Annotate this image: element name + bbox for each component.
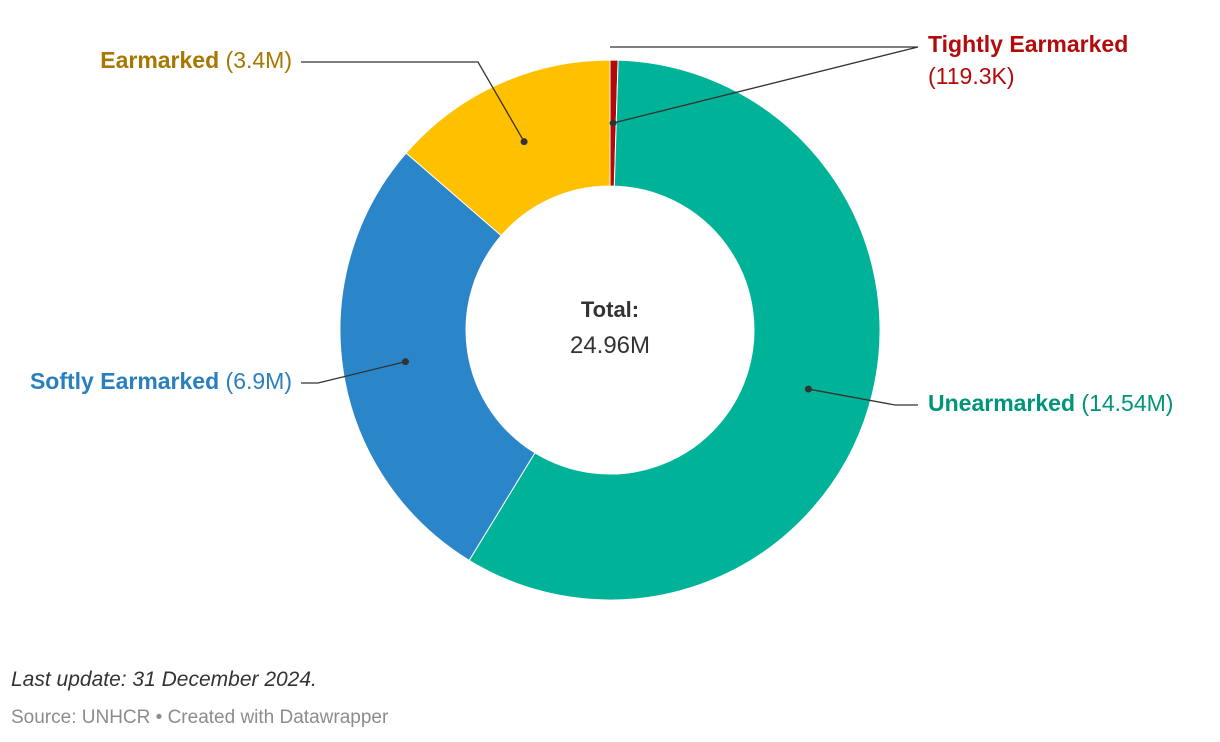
leader-dot [609,119,617,127]
slice-label-value: (6.9M) [219,368,292,394]
leader-dot [401,358,409,366]
center-total-title: Total: [581,297,639,322]
slice-unearmarked [468,59,881,601]
leader-line [301,361,406,384]
slice-label-value: (3.4M) [219,47,292,73]
slice-softly-earmarked [339,152,536,562]
slice-label: Earmarked (3.4M) [100,47,292,73]
label-leaders [301,46,919,406]
slice-label-name: Unearmarked [928,390,1075,416]
slice-label: Tightly Earmarked (119.3K) [928,31,1128,89]
slice-label: Unearmarked (14.54M) [928,390,1173,416]
slice-label-name: Tightly Earmarked [928,31,1128,57]
center-total-value: 24.96M [570,332,650,359]
slice-label: Softly Earmarked (6.9M) [30,368,292,394]
leader-line [301,61,525,142]
leader-dot [520,138,528,146]
donut-slices [339,59,881,601]
leader-line [610,46,919,124]
slice-earmarked [405,59,611,237]
slice-labels: Tightly Earmarked (119.3K) Unearmarked (14… [30,31,1174,416]
leader-line [808,388,918,406]
slice-label-value: (14.54M) [1075,390,1173,416]
slice-label-value: (119.3K) [928,63,1015,89]
source-credit: Source: UNHCR • Created with Datawrapper [11,707,389,728]
leader-dot [804,385,812,393]
slice-label-name: Earmarked [100,47,219,73]
slice-label-name: Softly Earmarked [30,368,219,394]
last-update-note: Last update: 31 December 2024. [11,668,317,691]
